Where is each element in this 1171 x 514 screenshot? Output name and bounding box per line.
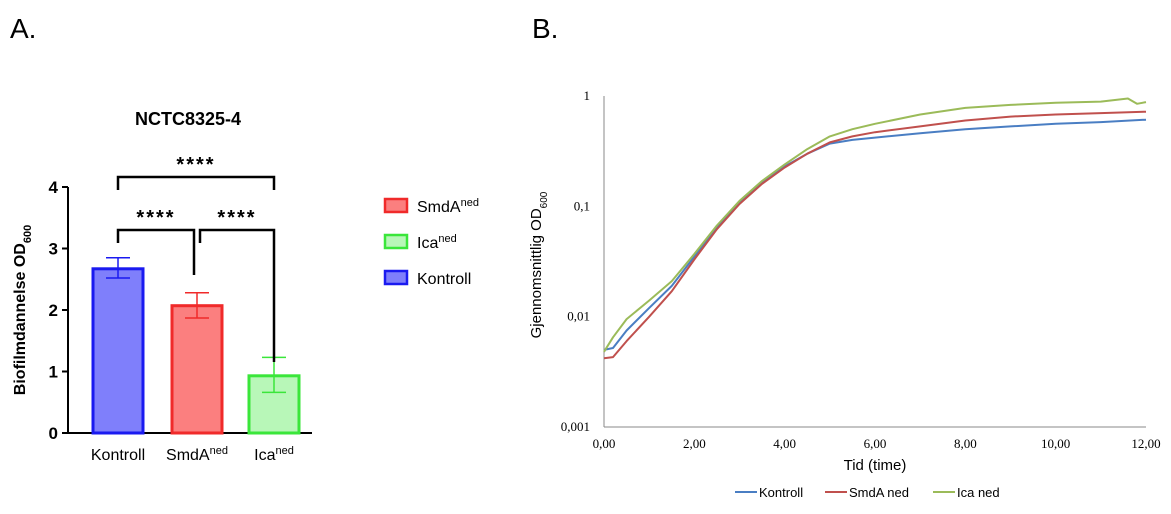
bar (91, 267, 145, 435)
significance-label: **** (136, 207, 175, 229)
significance-label: **** (176, 154, 215, 176)
legend-label: SmdAned (417, 197, 479, 216)
panel-label-a: A. (10, 13, 36, 44)
significance-bracket (116, 175, 276, 190)
legend-label: SmdA ned (849, 485, 909, 500)
x-tick-label: Kontroll (91, 447, 145, 464)
x-tick-label: 4,00 (773, 436, 796, 451)
y-tick-label: 1 (49, 363, 58, 382)
x-tick-label: 12,00 (1131, 436, 1160, 451)
legend-label: Icaned (417, 233, 457, 252)
legend-swatch (383, 197, 409, 214)
bar-chart: NCTC8325-4 0 1 2 3 4 Biofilmdannelse OD600 Kont… (12, 109, 479, 464)
bar (170, 304, 224, 435)
x-tick-label: 8,00 (954, 436, 977, 451)
y-tick-label: 0,01 (567, 309, 590, 324)
y-tick-label: 2 (49, 301, 58, 320)
bar (247, 374, 301, 435)
legend-swatch (383, 269, 409, 286)
y-tick-label: 0,001 (561, 419, 590, 434)
significance-label: **** (217, 207, 256, 229)
legend-label: Ica ned (957, 485, 1000, 500)
series-line (603, 118, 1147, 351)
x-axis-label: Tid (time) (844, 457, 907, 474)
x-tick-label: Icaned (254, 445, 294, 464)
legend-swatch (383, 233, 409, 250)
legend-label: Kontroll (417, 271, 471, 288)
significance-bracket (198, 228, 276, 362)
y-axis-label: Gjennomsnittlig OD600 (528, 191, 550, 338)
x-tick-label: 0,00 (593, 436, 616, 451)
y-tick-label: 0,1 (574, 198, 590, 213)
y-tick-label: 1 (584, 88, 591, 103)
chart-title: NCTC8325-4 (135, 109, 241, 129)
x-tick-label: 2,00 (683, 436, 706, 451)
significance-bracket (116, 228, 196, 275)
legend-label: Kontroll (759, 485, 803, 500)
series-line (603, 97, 1147, 353)
series-line (603, 110, 1147, 360)
y-tick-label: 0 (49, 424, 58, 443)
y-tick-label: 4 (49, 178, 59, 197)
x-tick-label: 10,00 (1041, 436, 1070, 451)
x-tick-label: SmdAned (166, 445, 228, 464)
x-tick-label: 6,00 (864, 436, 887, 451)
y-tick-label: 3 (49, 240, 58, 259)
panel-label-b: B. (532, 13, 558, 44)
y-axis-label: Biofilmdannelse OD600 (12, 225, 34, 395)
